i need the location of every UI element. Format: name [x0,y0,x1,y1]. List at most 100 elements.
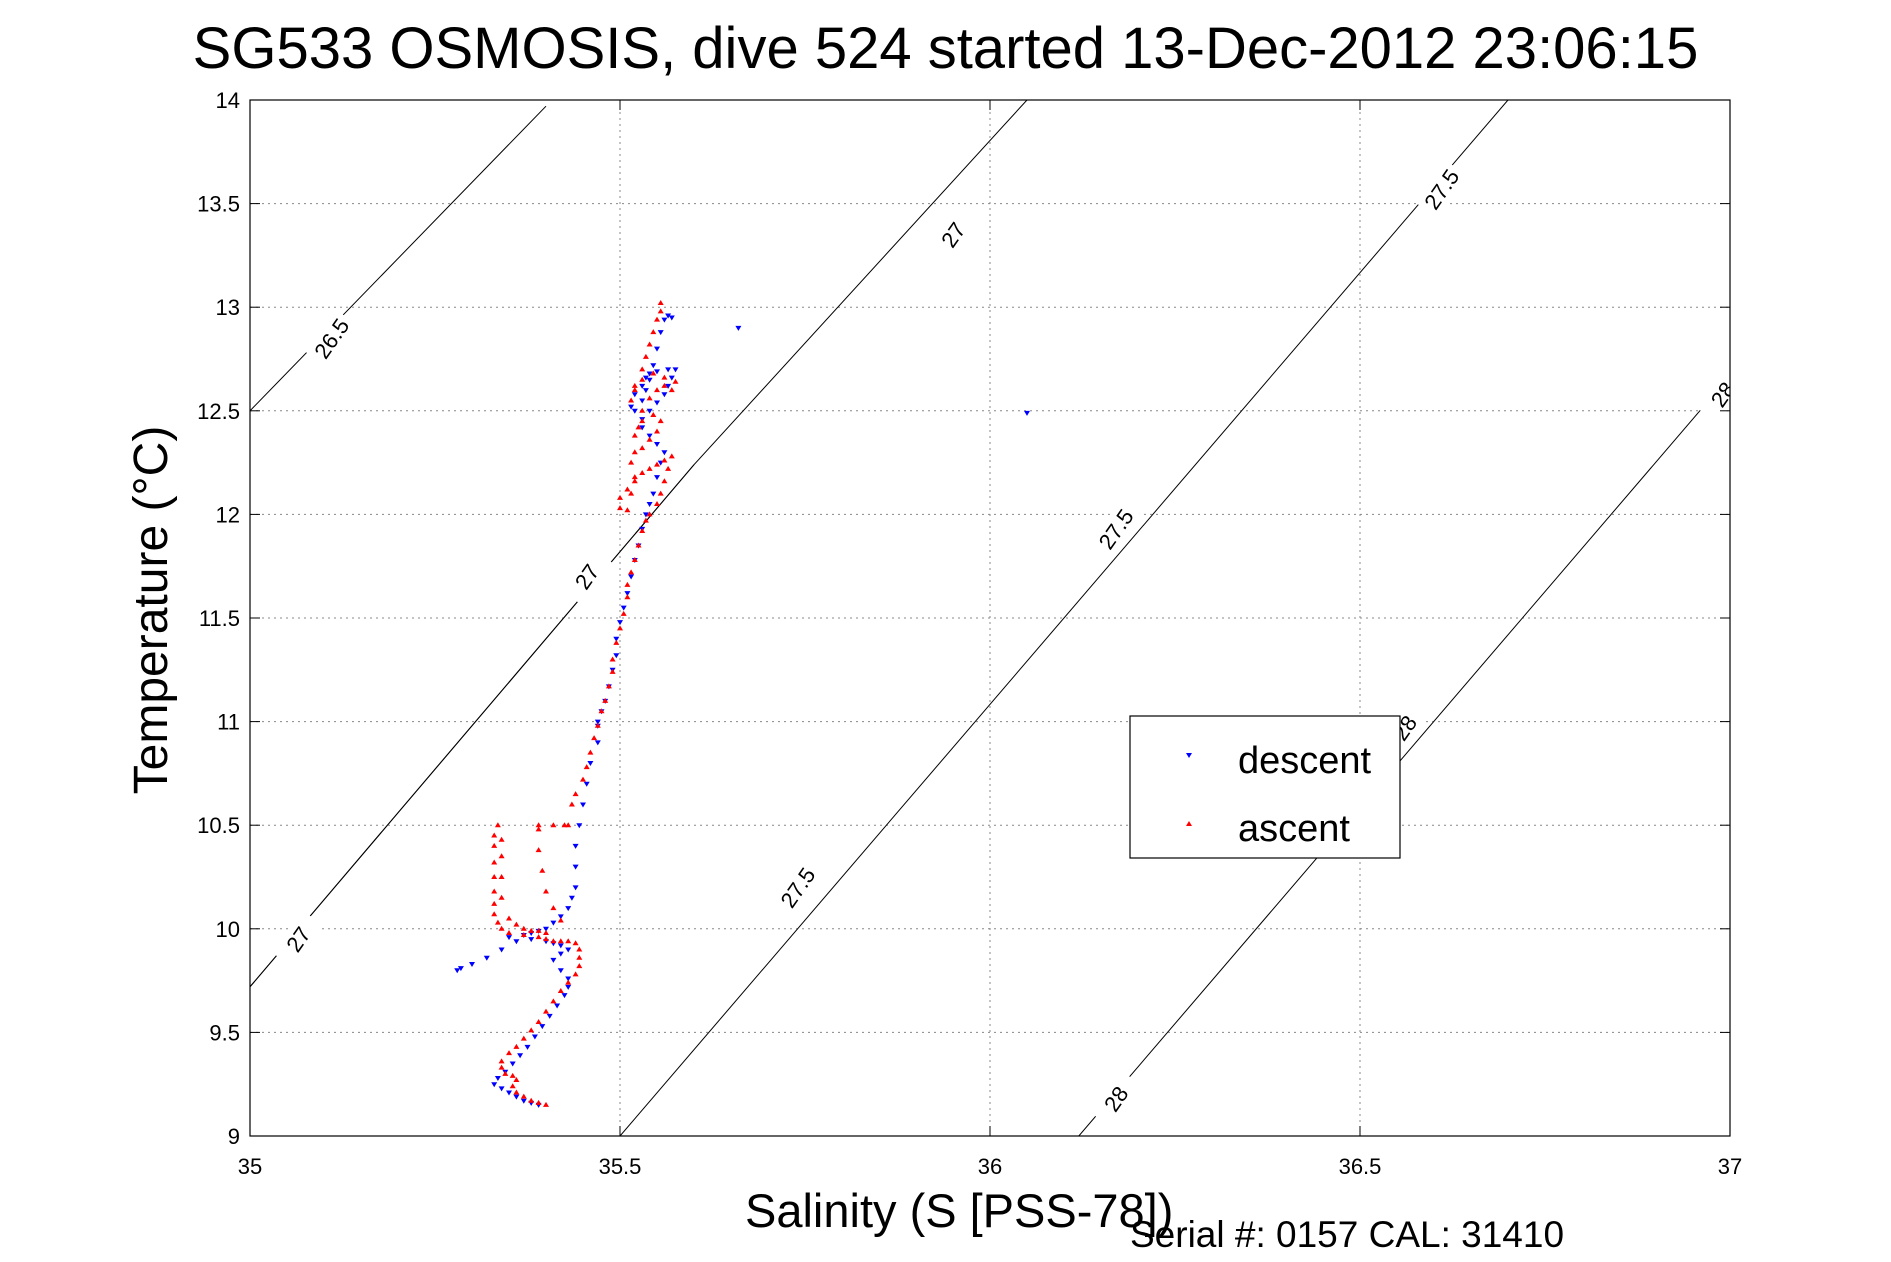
x-tick-label: 36.5 [1339,1154,1382,1179]
descent-point [661,450,668,456]
descent-point [454,968,461,974]
descent-point [1024,410,1030,416]
ascent-point [639,366,646,372]
legend: descent ascent [1129,715,1401,859]
ascent-point [654,316,660,322]
ascent-point [609,656,616,662]
descent-point [457,966,464,972]
ascent-point [528,1027,535,1033]
density-contour-line [250,464,695,988]
legend-ascent-label: ascent [1238,808,1350,850]
ascent-point [624,486,631,492]
y-tick-label: 13 [216,295,240,320]
descent-point [520,1098,527,1104]
ascent-point [646,511,653,517]
ascent-point [657,300,664,306]
legend-descent-label: descent [1238,740,1372,782]
x-tick-label: 35.5 [599,1154,642,1179]
y-tick-label: 9.5 [209,1020,240,1045]
ascent-point [631,449,638,455]
descent-point [587,761,594,767]
descent-point [565,906,572,912]
ascent-point [617,494,623,500]
descent-point [646,502,653,508]
descent-point [506,935,512,941]
ascent-point [668,387,675,393]
ascent-point [572,791,579,797]
contour-label-backdrop [1090,500,1142,558]
ascent-point [513,1077,520,1083]
ascent-point [535,1019,542,1025]
ascent-point [631,478,638,484]
descent-point [550,957,557,963]
descent-point [554,1003,561,1009]
y-tick-label: 12.5 [197,399,240,424]
descent-point [654,475,660,481]
ascent-point [639,445,646,451]
data-points [454,300,1030,1108]
ascent-point [657,418,664,424]
ascent-point [624,581,631,587]
descent-point [557,968,564,974]
descent-point [491,1082,498,1088]
descent-point [646,433,653,439]
descent-point [661,317,668,323]
ascent-point [498,874,505,879]
ascent-point [639,418,646,424]
descent-point [546,1013,553,1019]
descent-point [543,926,549,932]
ascent-point [543,1008,549,1014]
ascent-point [620,610,627,616]
ascent-point [635,424,642,430]
ascent-point [550,998,557,1004]
descent-point [661,392,668,398]
density-contour-line [1078,375,1730,1136]
descent-point [665,367,672,373]
ascent-point [598,708,605,714]
ascent-point [650,329,657,335]
descent-point [528,937,535,943]
ascent-point [609,668,616,674]
descent-point [565,976,572,982]
ascent-point [576,963,583,969]
ascent-point [657,308,664,314]
ascent-point [576,954,583,960]
ascent-point [498,836,505,842]
x-tick-label: 36 [978,1154,1002,1179]
y-tick-label: 14 [216,88,240,113]
descent-point [654,346,660,352]
descent-point [557,943,564,949]
ascent-point [613,639,620,645]
descent-point [639,425,646,431]
ascent-point [528,1097,535,1103]
descent-point [646,371,653,377]
ascent-point [628,397,635,403]
descent-point [642,512,649,518]
ascent-point [535,822,542,828]
ascent-point [646,465,653,471]
ascent-point [672,378,679,384]
ascent-point [646,436,653,442]
descent-point [506,1090,512,1096]
ascent-point [650,370,657,376]
y-tick-label: 10 [216,917,240,942]
ascent-point [520,1035,527,1041]
contour-label-backdrop [772,858,824,917]
ascent-point [557,938,564,944]
ascent-point [617,505,623,511]
ascent-point [494,822,501,828]
ascent-point [491,888,498,894]
ascent-point [565,979,572,985]
ascent-point [535,927,542,933]
descent-point [494,1075,501,1081]
x-tick-label: 37 [1718,1154,1742,1179]
ascent-point [631,474,638,480]
descent-point [631,408,638,414]
ascent-point [509,1083,516,1089]
ascent-point [498,894,505,900]
x-axis-label: Salinity (S [PSS-78]) [745,1184,1174,1237]
ascent-point [513,921,520,927]
y-tick-label: 11 [217,710,240,735]
